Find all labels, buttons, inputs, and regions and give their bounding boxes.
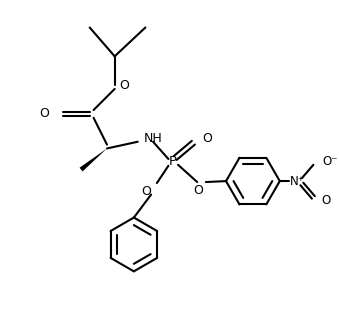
Text: O: O [119,78,129,92]
Text: N⁺: N⁺ [290,174,304,188]
Polygon shape [80,148,107,171]
Text: O: O [141,185,151,198]
Text: O: O [40,108,49,120]
Text: O: O [202,132,212,145]
Text: O: O [193,184,203,197]
Text: O⁻: O⁻ [322,155,338,168]
Text: O: O [321,194,330,207]
Text: NH: NH [143,132,162,145]
Text: P: P [168,155,176,168]
